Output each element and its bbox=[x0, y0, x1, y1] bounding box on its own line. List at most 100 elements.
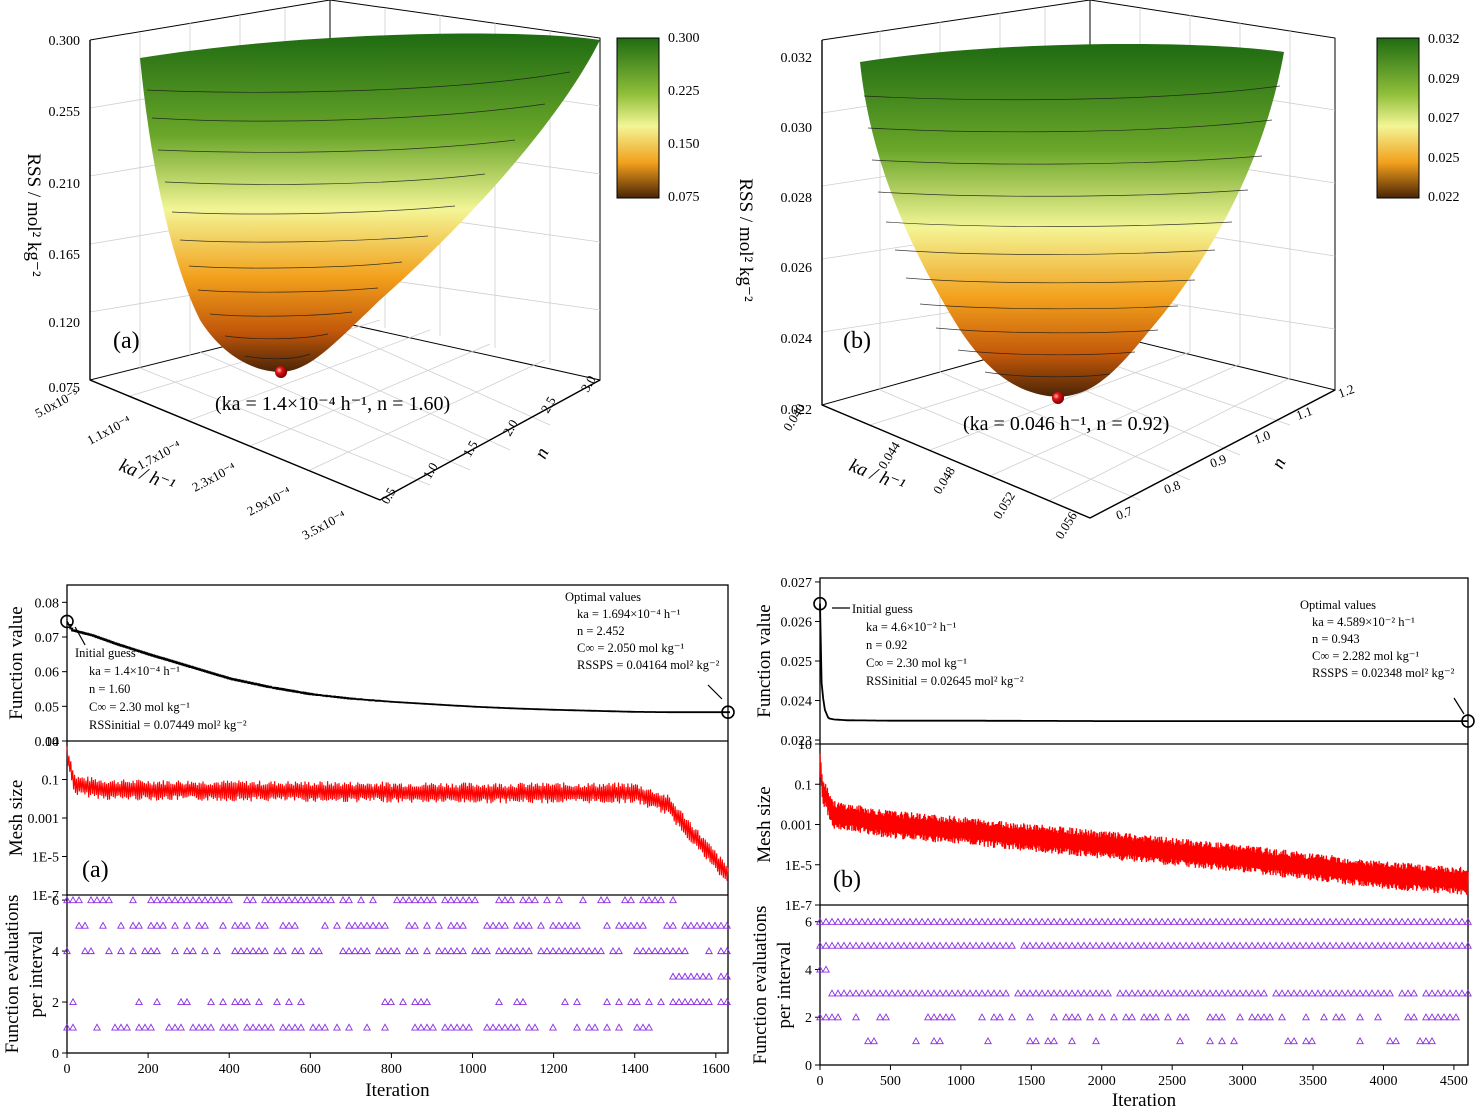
colorbar-tick: 0.027 bbox=[1428, 111, 1460, 126]
evaluation-marker bbox=[231, 1023, 239, 1031]
evaluation-marker bbox=[1338, 989, 1346, 997]
evaluation-marker bbox=[129, 921, 137, 929]
evaluation-marker bbox=[912, 941, 920, 949]
evaluation-marker bbox=[1050, 1013, 1058, 1021]
evaluation-marker bbox=[942, 989, 950, 997]
panel-label-a: (a) bbox=[113, 328, 140, 354]
evaluation-marker bbox=[513, 997, 521, 1006]
colorbar-tick: 0.150 bbox=[668, 137, 700, 152]
evaluation-marker bbox=[1344, 989, 1352, 997]
function-value-line bbox=[66, 621, 730, 714]
evaluation-marker bbox=[1416, 1036, 1424, 1045]
evaluation-marker bbox=[645, 997, 653, 1006]
evaluation-marker bbox=[1092, 917, 1100, 925]
iteration-panel-b: 0.023 0.024 0.025 0.026 0.027 Initial guess ka… bbox=[750, 576, 1475, 1111]
evaluation-marker bbox=[1146, 941, 1154, 949]
evaluation-marker bbox=[345, 1023, 353, 1031]
evaluation-marker bbox=[846, 941, 854, 949]
evaluation-marker bbox=[447, 1023, 455, 1031]
evaluation-marker bbox=[429, 1023, 437, 1031]
evaluation-marker bbox=[291, 921, 299, 929]
evaluation-marker bbox=[1110, 1013, 1118, 1021]
evaluation-marker bbox=[1062, 941, 1070, 949]
z-axis-label-a: RSS / mol² kg⁻² bbox=[23, 153, 44, 277]
y-tick: 3.0 bbox=[578, 373, 599, 395]
evaluation-marker bbox=[477, 946, 485, 955]
evaluation-marker bbox=[285, 1023, 293, 1031]
evaluation-marker bbox=[846, 917, 854, 925]
evaluation-marker bbox=[1230, 917, 1238, 925]
evaluation-marker bbox=[876, 917, 884, 925]
surface-b bbox=[860, 43, 1284, 397]
evaluation-marker bbox=[1206, 917, 1214, 925]
evaluation-marker bbox=[1218, 1036, 1226, 1045]
evaluation-marker bbox=[1248, 989, 1256, 997]
evaluation-marker bbox=[1410, 1013, 1418, 1021]
evaluation-marker bbox=[1026, 989, 1034, 997]
evaluation-marker bbox=[840, 941, 848, 949]
evaluation-marker bbox=[723, 946, 731, 955]
evaluation-marker bbox=[1152, 1013, 1160, 1021]
evaluation-marker bbox=[1104, 917, 1112, 925]
evaluation-marker bbox=[633, 921, 641, 929]
z-tick: 0.024 bbox=[781, 332, 813, 347]
evaluation-marker bbox=[405, 921, 413, 929]
evaluation-marker bbox=[447, 921, 455, 929]
evaluation-marker bbox=[864, 917, 872, 925]
evaluation-marker bbox=[441, 895, 449, 904]
evaluation-marker bbox=[1452, 917, 1460, 925]
evaluation-marker bbox=[699, 972, 707, 980]
evaluation-marker bbox=[936, 941, 944, 949]
evaluation-marker bbox=[1392, 917, 1400, 925]
evaluation-marker bbox=[1332, 941, 1340, 949]
y-tick-label: 10 bbox=[798, 738, 812, 753]
evaluation-marker bbox=[1392, 1036, 1400, 1045]
evaluation-marker bbox=[549, 946, 557, 955]
evaluation-marker bbox=[63, 946, 71, 955]
evaluation-marker bbox=[954, 989, 962, 997]
evaluation-marker bbox=[1362, 941, 1370, 949]
evaluation-marker bbox=[864, 941, 872, 949]
evaluation-marker bbox=[717, 921, 725, 929]
evaluation-marker bbox=[1128, 941, 1136, 949]
evaluation-marker bbox=[597, 946, 605, 955]
evaluation-marker bbox=[75, 895, 83, 904]
evaluation-marker bbox=[864, 1036, 872, 1045]
initial-guess-line: ka = 1.4×10⁻⁴ h⁻¹ bbox=[89, 664, 180, 678]
y-tick-label: 0.027 bbox=[781, 576, 813, 591]
evaluation-marker bbox=[1104, 941, 1112, 949]
evaluation-marker bbox=[1302, 1036, 1310, 1045]
z-ticks-a: 0.300 0.255 0.210 0.165 0.120 0.075 bbox=[49, 34, 81, 396]
evaluation-marker bbox=[1164, 989, 1172, 997]
x-tick-label: 2500 bbox=[1158, 1074, 1186, 1089]
evaluation-marker bbox=[705, 997, 713, 1006]
evaluation-marker bbox=[1278, 917, 1286, 925]
evaluation-marker bbox=[129, 895, 137, 904]
evaluation-marker bbox=[231, 946, 239, 955]
optimal-values-line: RSSPS = 0.04164 mol² kg⁻² bbox=[577, 658, 720, 672]
evaluation-marker bbox=[207, 895, 215, 904]
evaluation-marker bbox=[279, 946, 287, 955]
evaluation-marker bbox=[519, 997, 527, 1006]
evaluation-marker bbox=[309, 1023, 317, 1031]
evaluation-marker bbox=[1254, 917, 1262, 925]
x-tick: 2.9x10⁻⁴ bbox=[244, 483, 293, 519]
evaluation-marker bbox=[495, 1023, 503, 1031]
evaluation-marker bbox=[291, 946, 299, 955]
contours-a bbox=[146, 71, 571, 360]
evaluation-marker bbox=[465, 1023, 473, 1031]
evaluation-marker bbox=[1380, 989, 1388, 997]
evaluation-marker bbox=[63, 1023, 71, 1031]
evaluation-marker bbox=[978, 1013, 986, 1021]
evaluation-marker bbox=[495, 946, 503, 955]
evaluation-marker bbox=[1428, 941, 1436, 949]
evaluation-marker bbox=[882, 989, 890, 997]
evaluation-marker bbox=[924, 989, 932, 997]
evaluation-marker bbox=[267, 1023, 275, 1031]
evaluation-marker bbox=[1008, 917, 1016, 925]
evaluation-marker bbox=[966, 941, 974, 949]
evaluation-marker bbox=[111, 1023, 119, 1031]
evaluation-marker bbox=[1116, 989, 1124, 997]
evaluation-marker bbox=[1140, 989, 1148, 997]
evaluation-marker bbox=[960, 917, 968, 925]
